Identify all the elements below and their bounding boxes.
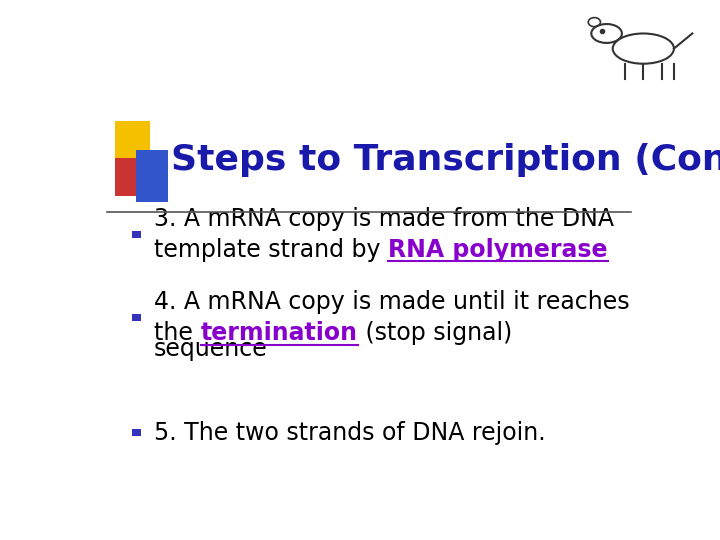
Text: 4. A mRNA copy is made until it reaches: 4. A mRNA copy is made until it reaches xyxy=(154,290,630,314)
FancyBboxPatch shape xyxy=(132,314,141,321)
FancyBboxPatch shape xyxy=(132,231,141,238)
Text: sequence: sequence xyxy=(154,336,268,361)
FancyBboxPatch shape xyxy=(136,150,168,202)
Text: RNA polymerase: RNA polymerase xyxy=(388,238,608,262)
FancyBboxPatch shape xyxy=(115,158,144,196)
FancyBboxPatch shape xyxy=(115,121,150,158)
Text: (stop signal): (stop signal) xyxy=(358,321,512,345)
Text: termination: termination xyxy=(201,321,358,345)
Text: 5. The two strands of DNA rejoin.: 5. The two strands of DNA rejoin. xyxy=(154,421,546,445)
FancyBboxPatch shape xyxy=(132,429,141,436)
Text: Steps to Transcription (Cont.): Steps to Transcription (Cont.) xyxy=(171,143,720,177)
Text: the: the xyxy=(154,321,201,345)
Text: 3. A mRNA copy is made from the DNA: 3. A mRNA copy is made from the DNA xyxy=(154,207,614,231)
Text: template strand by: template strand by xyxy=(154,238,388,262)
